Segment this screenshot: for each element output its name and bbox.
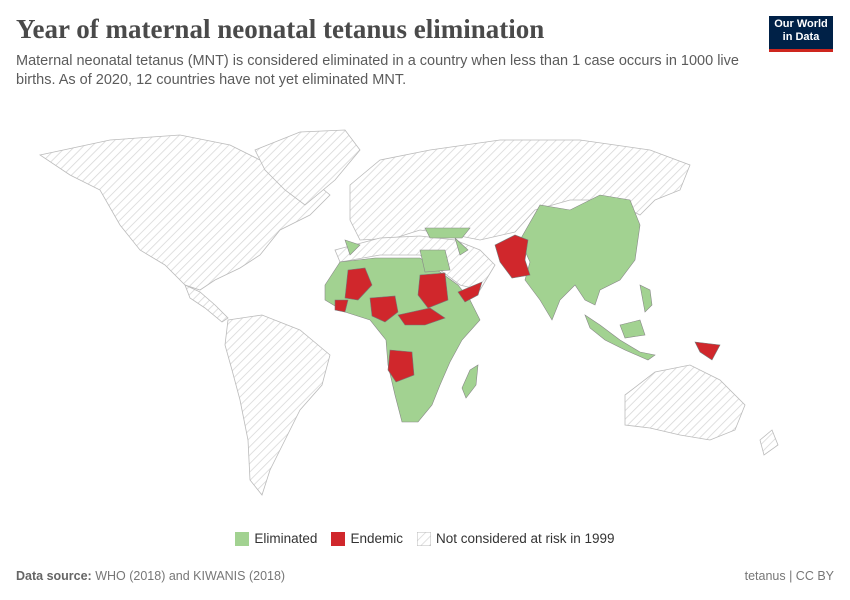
madagascar	[461, 364, 479, 399]
legend-swatch	[235, 531, 250, 546]
source-label: Data source:	[16, 569, 92, 583]
legend-label: Endemic	[350, 531, 403, 546]
footer: Data source: WHO (2018) and KIWANIS (201…	[16, 569, 834, 583]
afghanistan-pakistan	[494, 234, 531, 279]
endemic-regions	[334, 234, 721, 383]
asia	[519, 194, 641, 321]
legend-item[interactable]: Endemic	[331, 531, 403, 546]
south-sudan-car	[397, 307, 446, 326]
australia	[624, 364, 746, 441]
mali	[344, 267, 373, 301]
title: Year of maternal neonatal tetanus elimin…	[16, 14, 545, 44]
north-america	[38, 134, 331, 291]
central-america	[184, 284, 229, 323]
legend: Eliminated Endemic Not considered at ris…	[0, 531, 850, 546]
papua-new-guinea	[694, 341, 721, 361]
egypt-morocco	[344, 237, 469, 273]
legend-label: Eliminated	[254, 531, 318, 546]
guinea	[334, 299, 349, 313]
new-zealand	[759, 429, 779, 456]
subtitle: Maternal neonatal tetanus (MNT) is consi…	[16, 53, 739, 88]
logo-line: Our World	[774, 18, 828, 30]
nigeria	[369, 295, 399, 323]
south-america	[224, 314, 331, 496]
sudan	[417, 272, 449, 309]
legend-swatch	[416, 531, 431, 546]
world-map	[38, 129, 779, 496]
north-africa-middle-east	[334, 235, 496, 291]
angola	[387, 349, 415, 383]
source: Data source: WHO (2018) and KIWANIS (201…	[16, 569, 285, 583]
somalia	[457, 281, 483, 303]
southeast-asia	[424, 227, 656, 361]
source-text[interactable]: WHO (2018) and KIWANIS (2018)	[95, 569, 286, 583]
logo-line: in Data	[782, 31, 820, 43]
not-at-risk-regions	[38, 129, 779, 496]
logo[interactable]: Our World in Data	[769, 16, 833, 52]
legend-label: Not considered at risk in 1999	[435, 531, 615, 546]
license[interactable]: tetanus | CC BY	[744, 569, 834, 583]
legend-item[interactable]: Not considered at risk in 1999	[416, 531, 615, 546]
legend-item[interactable]: Eliminated	[235, 531, 317, 546]
greenland	[254, 129, 361, 206]
legend-swatch	[331, 531, 346, 546]
